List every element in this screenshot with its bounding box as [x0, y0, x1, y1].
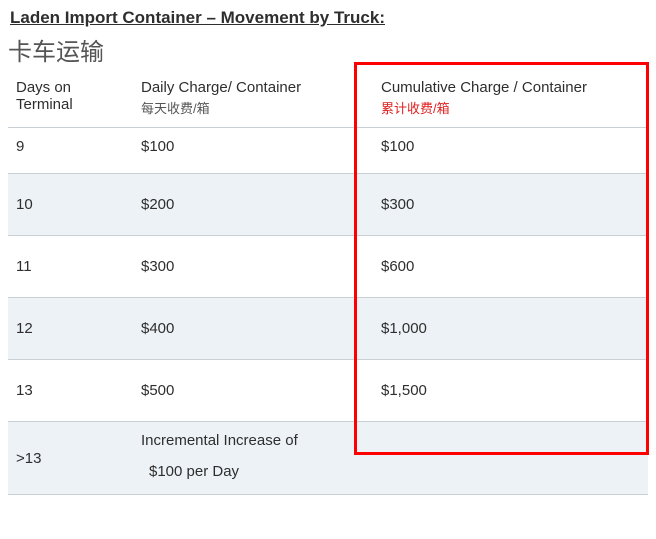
- table-row: 12 $400 $1,000: [8, 298, 648, 360]
- cell-daily: $100: [133, 128, 373, 174]
- table-row: 13 $500 $1,500: [8, 360, 648, 422]
- col-header-daily: Daily Charge/ Container 每天收费/箱: [133, 73, 373, 128]
- col-header-cumulative-en: Cumulative Charge / Container: [381, 79, 587, 96]
- table-row: 10 $200 $300: [8, 174, 648, 236]
- col-header-cumulative-cn: 累计收费/箱: [381, 98, 640, 117]
- col-header-daily-en: Daily Charge/ Container: [141, 79, 301, 96]
- cell-cum: $1,500: [373, 360, 648, 422]
- table-row: 9 $100 $100: [8, 128, 648, 174]
- cell-days: 10: [8, 174, 133, 236]
- col-header-days: Days on Terminal: [8, 73, 133, 128]
- cell-daily: $300: [133, 236, 373, 298]
- subtitle-cn: 卡车运输: [0, 32, 656, 73]
- cell-cum: $100: [373, 128, 648, 174]
- table-row: 11 $300 $600: [8, 236, 648, 298]
- table-footer-row: >13 Incremental Increase of $100 per Day: [8, 422, 648, 495]
- cell-daily: $400: [133, 298, 373, 360]
- section-title: Laden Import Container – Movement by Tru…: [0, 0, 656, 32]
- charges-table: Days on Terminal Daily Charge/ Container…: [8, 73, 648, 495]
- cell-days: 12: [8, 298, 133, 360]
- incremental-line1: Incremental Increase of: [141, 432, 640, 449]
- incremental-line2: $100 per Day: [141, 463, 640, 480]
- cell-incremental: Incremental Increase of $100 per Day: [133, 422, 648, 495]
- cell-days: 13: [8, 360, 133, 422]
- cell-days: 9: [8, 128, 133, 174]
- cell-cum: $1,000: [373, 298, 648, 360]
- cell-daily: $500: [133, 360, 373, 422]
- cell-days: 11: [8, 236, 133, 298]
- cell-cum: $300: [373, 174, 648, 236]
- cell-days: >13: [8, 422, 133, 495]
- col-header-daily-cn: 每天收费/箱: [141, 98, 365, 117]
- cell-daily: $200: [133, 174, 373, 236]
- col-header-cumulative: Cumulative Charge / Container 累计收费/箱: [373, 73, 648, 128]
- cell-cum: $600: [373, 236, 648, 298]
- table-header-row: Days on Terminal Daily Charge/ Container…: [8, 73, 648, 128]
